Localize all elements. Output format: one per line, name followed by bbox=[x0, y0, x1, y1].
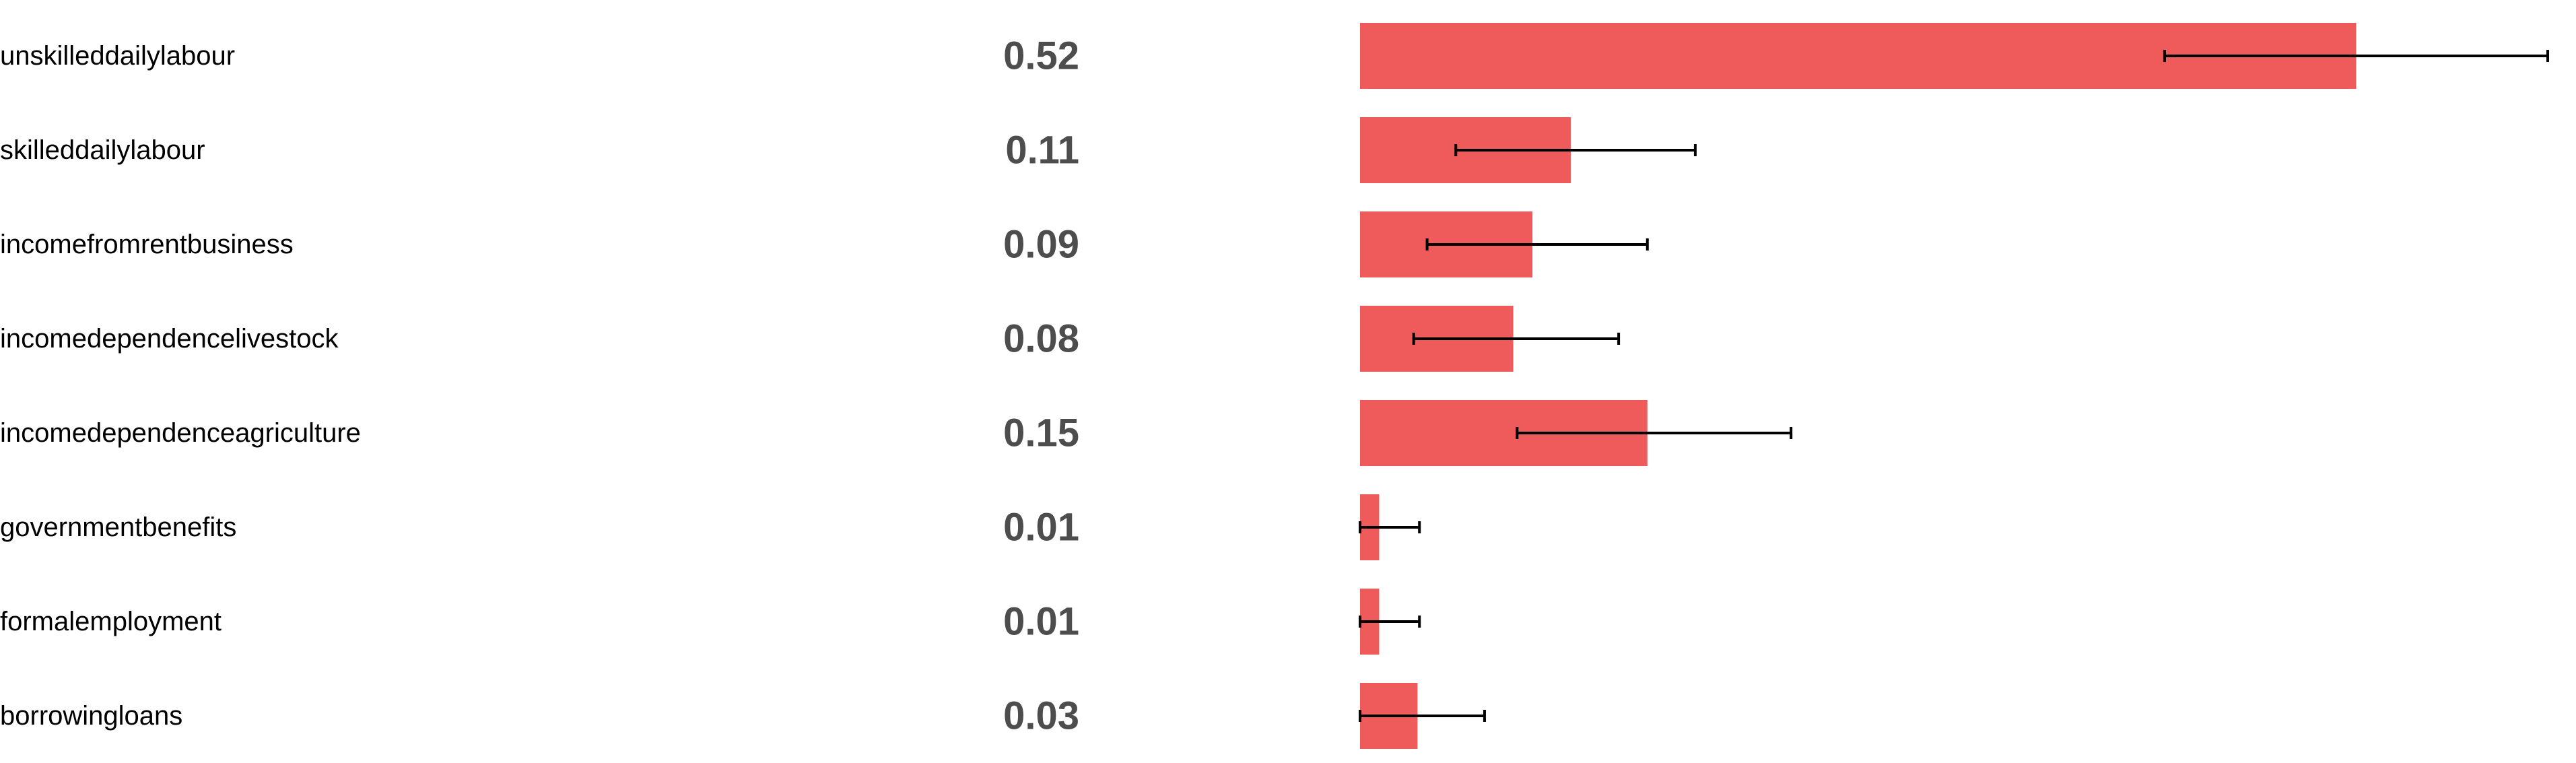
value-label: 0.52 bbox=[1003, 34, 1079, 78]
value-label: 0.01 bbox=[1003, 600, 1079, 644]
category-label: incomedependencelivestock bbox=[0, 324, 339, 354]
error-bar bbox=[1425, 238, 1649, 251]
bars bbox=[1360, 23, 2357, 749]
error-bar bbox=[1412, 333, 1621, 345]
category-label: unskilleddailylabour bbox=[0, 41, 235, 71]
error-bar bbox=[1359, 616, 1421, 628]
value-labels: 0.52 0.11 0.09 0.08 0.15 0.01 0.01 0.03 bbox=[1003, 34, 1079, 738]
value-label: 0.15 bbox=[1003, 411, 1079, 455]
category-label: governmentbenefits bbox=[0, 512, 236, 542]
error-bar bbox=[1359, 521, 1421, 533]
category-label: borrowingloans bbox=[0, 701, 182, 731]
category-label: incomedependenceagriculture bbox=[0, 418, 361, 448]
error-bar bbox=[2163, 50, 2549, 62]
error-bar bbox=[1454, 144, 1697, 156]
error-bar bbox=[1516, 427, 1793, 439]
category-label: incomefromrentbusiness bbox=[0, 230, 294, 259]
error-bars bbox=[1359, 50, 2549, 722]
category-labels: unskilleddailylabour skilleddailylabour in… bbox=[0, 41, 361, 731]
value-label: 0.08 bbox=[1003, 317, 1079, 361]
category-label: formalemployment bbox=[0, 607, 222, 636]
value-label: 0.09 bbox=[1003, 223, 1079, 267]
value-label: 0.11 bbox=[1005, 129, 1079, 172]
value-label: 0.03 bbox=[1003, 694, 1079, 738]
category-label: skilleddailylabour bbox=[0, 135, 205, 165]
error-bar bbox=[1359, 710, 1486, 722]
value-label: 0.01 bbox=[1003, 506, 1079, 550]
